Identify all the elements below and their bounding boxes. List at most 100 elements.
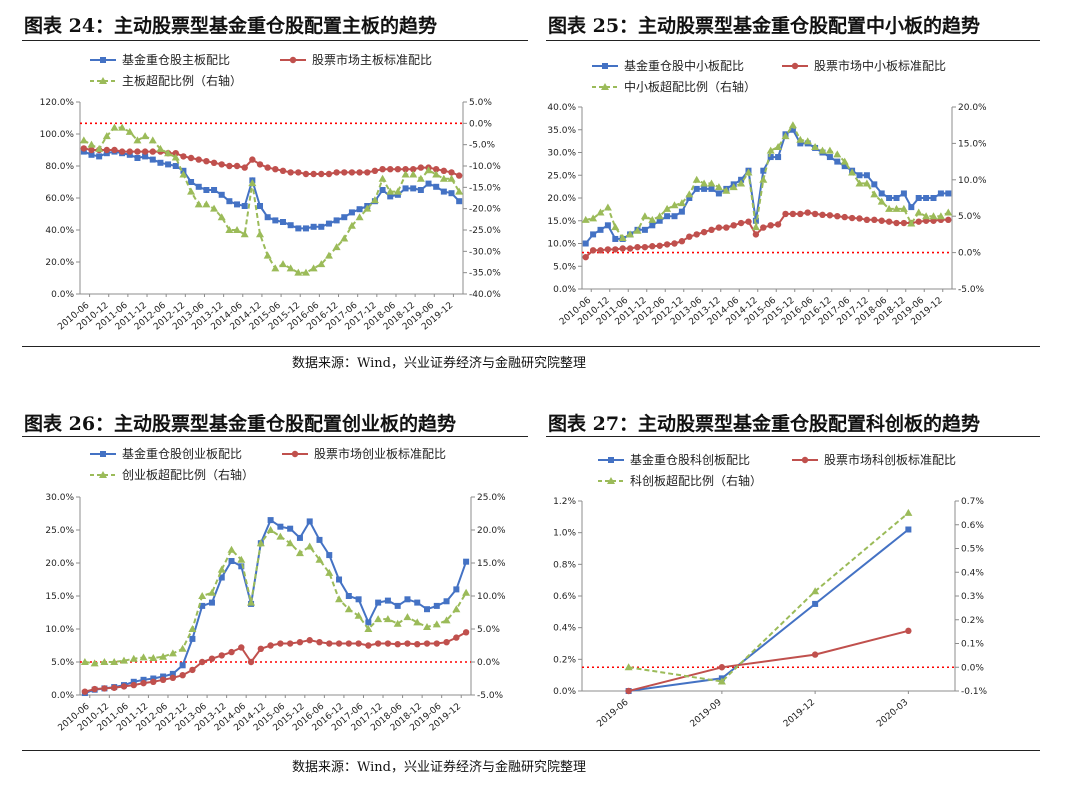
data-point: [211, 187, 218, 193]
data-point: [433, 602, 440, 609]
data-point: [80, 148, 87, 155]
data-point: [310, 170, 317, 178]
data-point: [159, 676, 167, 684]
data-point: [195, 183, 202, 190]
x-tick-label: 2019-09: [689, 697, 724, 729]
data-point: [295, 225, 302, 232]
series-line: [83, 126, 461, 274]
data-point: [172, 150, 179, 157]
y-tick-label-right: 15.0%: [958, 139, 987, 149]
legend-marker: [100, 451, 106, 457]
legend-marker: [289, 56, 297, 64]
data-point: [663, 204, 672, 212]
data-point: [387, 193, 394, 200]
legend-label: 基金重仓股主板配比: [122, 52, 230, 67]
data-point: [394, 640, 401, 648]
data-point: [218, 191, 225, 198]
data-point: [130, 678, 137, 685]
x-tick-label: 2019-06: [595, 697, 630, 729]
data-point: [110, 123, 119, 131]
data-point: [811, 210, 819, 218]
data-point: [264, 164, 271, 171]
y-tick-label-left: 0.2%: [553, 655, 576, 665]
data-point: [423, 623, 432, 631]
data-point: [878, 217, 885, 224]
data-point: [905, 627, 912, 635]
data-point: [287, 222, 294, 229]
data-point: [462, 588, 471, 596]
data-point: [309, 264, 318, 272]
rule-bottom-left: [22, 436, 528, 437]
data-point: [848, 168, 857, 176]
data-point: [655, 212, 664, 220]
data-point: [217, 565, 226, 573]
data-point: [238, 563, 245, 570]
data-point: [463, 558, 470, 565]
data-point: [345, 640, 353, 647]
x-tick-label: 2019-12: [782, 698, 817, 730]
series-1: [80, 148, 463, 232]
data-point: [877, 197, 886, 205]
series-line: [84, 528, 467, 665]
data-point: [811, 143, 820, 151]
data-point: [264, 214, 271, 221]
data-point: [370, 196, 379, 204]
panel-title-27: 图表 27：主动股票型基金重仓股配置科创板的趋势: [548, 413, 981, 435]
data-point: [582, 240, 589, 247]
data-point: [226, 162, 233, 170]
data-point: [433, 640, 440, 647]
y-tick-label-right: -30.0%: [469, 247, 501, 257]
data-point: [453, 634, 460, 641]
data-point: [404, 596, 411, 603]
data-point: [596, 208, 605, 216]
data-point: [394, 602, 401, 609]
data-point: [326, 552, 333, 559]
series-line: [585, 211, 949, 258]
legend-marker: [602, 63, 608, 69]
data-point: [892, 204, 901, 212]
data-point: [414, 599, 421, 606]
data-point: [178, 644, 187, 652]
data-point: [165, 161, 172, 168]
data-point: [886, 195, 893, 201]
data-point: [811, 651, 819, 658]
y-tick-label-left: 1.2%: [553, 497, 576, 507]
data-point: [240, 230, 249, 238]
data-point: [619, 245, 626, 252]
data-point: [169, 674, 177, 682]
data-point: [812, 600, 819, 607]
data-point: [148, 136, 157, 144]
data-point: [641, 226, 648, 233]
data-point: [402, 185, 409, 192]
data-point: [318, 170, 325, 178]
data-point: [686, 195, 693, 201]
data-point: [344, 605, 353, 613]
data-point: [900, 219, 908, 227]
data-point: [279, 219, 286, 225]
data-point: [693, 185, 700, 192]
data-point: [110, 658, 119, 665]
rule-bottom-bottom: [22, 750, 1040, 751]
data-point: [714, 183, 723, 191]
data-point: [634, 243, 641, 251]
data-point: [855, 179, 864, 187]
data-point: [241, 203, 248, 209]
data-point: [141, 148, 149, 155]
rule-top-bottom: [22, 346, 1040, 347]
data-point: [774, 221, 782, 228]
data-point: [448, 169, 455, 176]
data-point: [914, 208, 923, 216]
data-point: [834, 158, 841, 165]
data-point: [237, 555, 246, 563]
data-point: [582, 253, 589, 261]
data-point: [302, 225, 309, 232]
y-tick-label-right: 10.0%: [477, 592, 506, 602]
data-point: [871, 181, 878, 188]
data-point: [295, 549, 304, 557]
data-point: [767, 222, 774, 229]
data-point: [945, 190, 952, 197]
data-point: [126, 148, 133, 155]
data-point: [737, 219, 745, 227]
data-point: [248, 179, 257, 187]
